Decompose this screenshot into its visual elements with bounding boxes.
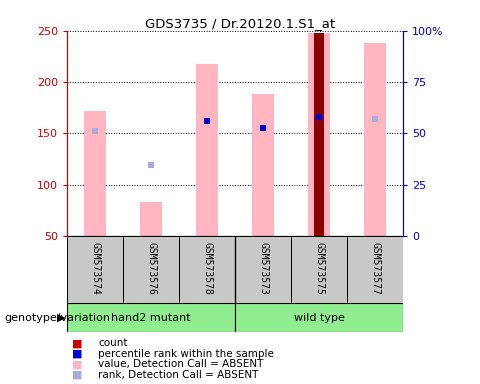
Bar — [196, 64, 218, 236]
Bar — [67, 236, 123, 303]
Text: GSM573576: GSM573576 — [146, 242, 156, 295]
Text: rank, Detection Call = ABSENT: rank, Detection Call = ABSENT — [98, 370, 259, 380]
Bar — [347, 236, 403, 303]
Text: GSM573578: GSM573578 — [202, 242, 212, 295]
Text: hand2 mutant: hand2 mutant — [111, 313, 191, 323]
Text: GSM573573: GSM573573 — [258, 242, 268, 295]
Bar — [308, 33, 330, 236]
Text: ■: ■ — [72, 359, 83, 369]
Bar — [314, 33, 324, 236]
Text: percentile rank within the sample: percentile rank within the sample — [98, 349, 274, 359]
Text: wild type: wild type — [294, 313, 345, 323]
Text: ▶: ▶ — [57, 313, 65, 323]
Text: ■: ■ — [72, 370, 83, 380]
Text: GSM573575: GSM573575 — [314, 242, 324, 295]
Bar — [235, 236, 291, 303]
Text: GSM573577: GSM573577 — [370, 242, 380, 295]
Text: ■: ■ — [72, 349, 83, 359]
Bar — [179, 236, 235, 303]
Text: GSM573574: GSM573574 — [90, 242, 100, 295]
Bar — [364, 43, 386, 236]
Bar — [140, 202, 162, 236]
Bar — [291, 236, 347, 303]
Bar — [123, 236, 179, 303]
Bar — [235, 303, 403, 332]
Text: ■: ■ — [72, 338, 83, 348]
Text: count: count — [98, 338, 128, 348]
Text: genotype/variation: genotype/variation — [5, 313, 111, 323]
Text: value, Detection Call = ABSENT: value, Detection Call = ABSENT — [98, 359, 264, 369]
Bar — [67, 303, 235, 332]
Bar — [252, 94, 275, 236]
Text: GDS3735 / Dr.20120.1.S1_at: GDS3735 / Dr.20120.1.S1_at — [145, 17, 335, 30]
Bar — [84, 111, 107, 236]
